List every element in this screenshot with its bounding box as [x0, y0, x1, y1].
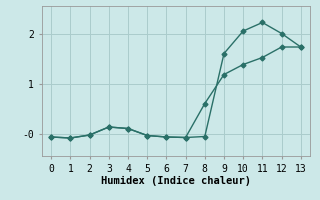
- X-axis label: Humidex (Indice chaleur): Humidex (Indice chaleur): [101, 176, 251, 186]
